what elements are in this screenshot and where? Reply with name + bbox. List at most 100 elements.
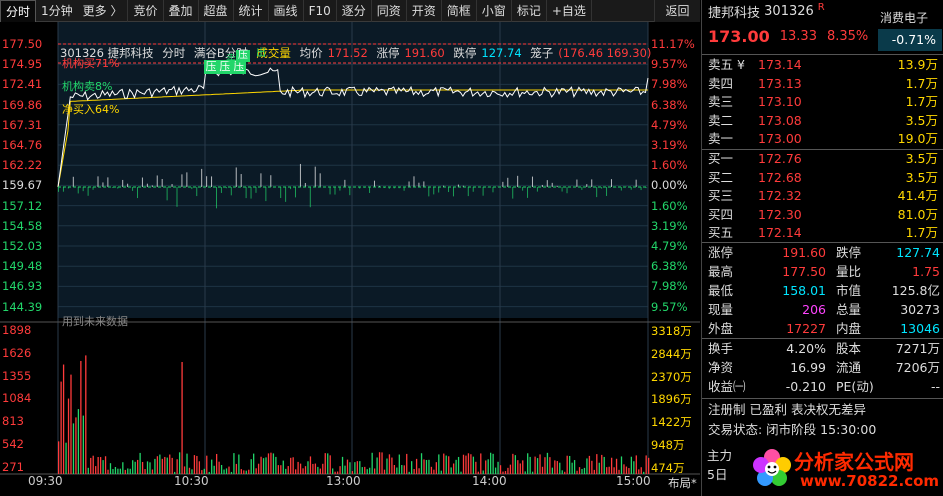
avg-value: 171.52: [327, 46, 368, 60]
ask-row[interactable]: 卖二 173.08 3.5万: [708, 112, 942, 131]
volume-bar: [531, 471, 534, 474]
flow-bar: [92, 187, 94, 190]
tab-mark[interactable]: 标记: [512, 0, 547, 22]
tab-by-minute[interactable]: 逐分: [337, 0, 372, 22]
volume-bar: [324, 453, 326, 474]
stat-value: 206: [802, 302, 826, 317]
volume-bar: [381, 452, 383, 474]
volume-bar: [581, 468, 583, 474]
volume-bar: [645, 455, 647, 474]
divider: [702, 149, 943, 150]
tab-draw[interactable]: 画线: [269, 0, 304, 22]
volume-bar: [290, 457, 292, 474]
price-axis-right-tick: 4.79%: [651, 117, 688, 132]
volume-bar: [373, 468, 376, 474]
main-force-label: 主力 5日: [707, 445, 732, 483]
price-axis-left-tick: 144.39: [2, 299, 43, 314]
tab-overlay[interactable]: 叠加: [164, 0, 199, 22]
stock-header: 捷邦科技 301326 R: [702, 0, 943, 22]
flow-bar: [369, 187, 371, 193]
volume-bar: [58, 441, 60, 474]
volume-bar: [144, 469, 146, 474]
volume-bar: [371, 452, 373, 474]
stat-row: 净资 16.99 流通 7206万: [708, 358, 942, 377]
back-button[interactable]: 返回: [654, 0, 700, 22]
ask-row[interactable]: 卖三 173.10 1.7万: [708, 93, 942, 112]
time-label-1300: 13:00: [326, 474, 361, 488]
tab-small-window[interactable]: 小窗: [477, 0, 512, 22]
stat-key-2: 跌停: [836, 245, 862, 260]
stat-row: 最高 177.50 量比 1.75: [708, 262, 942, 281]
tab-open-fund[interactable]: 开资: [407, 0, 442, 22]
flow-bar: [403, 187, 405, 191]
layout-button[interactable]: 布局*: [668, 476, 697, 490]
flow-bar: [512, 187, 514, 199]
volume-bar: [398, 454, 400, 474]
flow-bar: [245, 187, 247, 199]
ask-row[interactable]: 卖四 173.13 1.7万: [708, 75, 942, 94]
tab-same-fund[interactable]: 同资: [372, 0, 407, 22]
volume-bar: [369, 467, 371, 474]
tab-stats[interactable]: 统计: [234, 0, 269, 22]
tab-super[interactable]: 超盘: [199, 0, 234, 22]
flow-bar: [482, 187, 484, 196]
bid-row[interactable]: 买四 172.30 81.0万: [708, 206, 942, 225]
bid-row[interactable]: 买二 172.68 3.5万: [708, 169, 942, 188]
volume-bar: [620, 456, 623, 474]
volume-bar: [391, 457, 393, 474]
volume-axis-right-tick: 474万: [651, 460, 685, 475]
pressure-marker-4: 压: [236, 50, 250, 62]
flow-bar: [517, 175, 519, 187]
volume-bar: [433, 469, 435, 474]
flow-bar: [566, 187, 568, 194]
tab-more[interactable]: 更多 〉: [78, 0, 129, 22]
up-limit-value: 191.60: [404, 46, 445, 60]
flow-bar: [462, 185, 464, 187]
flow-bar: [186, 172, 188, 187]
bid-label: 买五: [708, 225, 734, 241]
stat-value: 191.60: [782, 245, 826, 260]
volume-bar: [159, 454, 161, 474]
volume-bar: [220, 464, 223, 474]
bid-row[interactable]: 买五 172.14 1.7万: [708, 224, 942, 243]
sector-name[interactable]: 消费电子: [880, 11, 929, 25]
volume-bar: [225, 468, 228, 474]
volume-bar: [623, 464, 625, 474]
time-label-0930: 09:30: [28, 474, 63, 488]
price-axis-right-tick: 3.19%: [651, 218, 688, 233]
volume-bar: [608, 466, 610, 474]
bid-row[interactable]: 买三 172.32 41.4万: [708, 187, 942, 206]
tab-f10[interactable]: F10: [304, 0, 337, 22]
bid-row[interactable]: 买一 172.76 3.5万: [708, 150, 942, 169]
volume-bar: [465, 455, 467, 474]
tab-intraday[interactable]: 分时: [0, 0, 37, 22]
flow-bar: [309, 187, 311, 208]
flow-bar: [206, 176, 208, 187]
volume-bar: [334, 471, 336, 474]
volume-bar: [85, 355, 87, 474]
volume-bar: [492, 453, 494, 474]
ask-row[interactable]: 卖五 ¥ 173.14 13.9万: [708, 56, 942, 75]
tab-1min[interactable]: 1分钟: [41, 3, 73, 18]
volume-axis-left-tick: 1898: [2, 323, 32, 337]
ask-volume: 1.7万: [905, 75, 938, 91]
flow-bar: [240, 174, 242, 187]
ask-row[interactable]: 卖一 173.00 19.0万: [708, 130, 942, 149]
volume-bar: [640, 467, 642, 474]
flow-bar: [107, 177, 109, 187]
flow-bar: [319, 173, 321, 187]
intraday-chart[interactable]: 301326 捷邦科技 分时 满谷B分时 成交量 均价 171.52 涨停 191.…: [0, 22, 700, 496]
ask-volume: 19.0万: [897, 131, 938, 147]
volume-axis-right-tick: 1422万: [651, 415, 692, 430]
chart-toolbar: 分时 1分钟 更多 〉 竞价 叠加 超盘 统计 画线 F10 逐分 同资 开资 …: [0, 0, 700, 22]
flow-bar: [127, 183, 129, 187]
volume-bar: [571, 462, 573, 474]
volume-bar: [329, 455, 331, 474]
flow-bar: [620, 187, 622, 191]
tab-simple-frame[interactable]: 简框: [442, 0, 477, 22]
flow-bar: [304, 182, 306, 187]
flow-bar: [359, 187, 361, 189]
stock-name: 捷邦科技: [708, 5, 761, 21]
tab-add-watchlist[interactable]: +自选: [547, 0, 592, 22]
tab-auction[interactable]: 竞价: [128, 0, 164, 22]
